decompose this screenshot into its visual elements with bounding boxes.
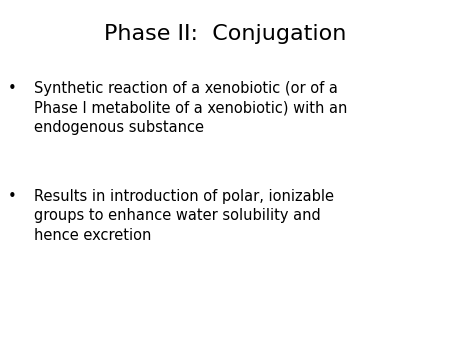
Text: Synthetic reaction of a xenobiotic (or of a
Phase I metabolite of a xenobiotic) : Synthetic reaction of a xenobiotic (or o… (34, 81, 347, 135)
Text: •: • (8, 189, 17, 204)
Text: •: • (8, 81, 17, 96)
Text: Phase II:  Conjugation: Phase II: Conjugation (104, 24, 346, 44)
Text: Results in introduction of polar, ionizable
groups to enhance water solubility a: Results in introduction of polar, ioniza… (34, 189, 334, 243)
